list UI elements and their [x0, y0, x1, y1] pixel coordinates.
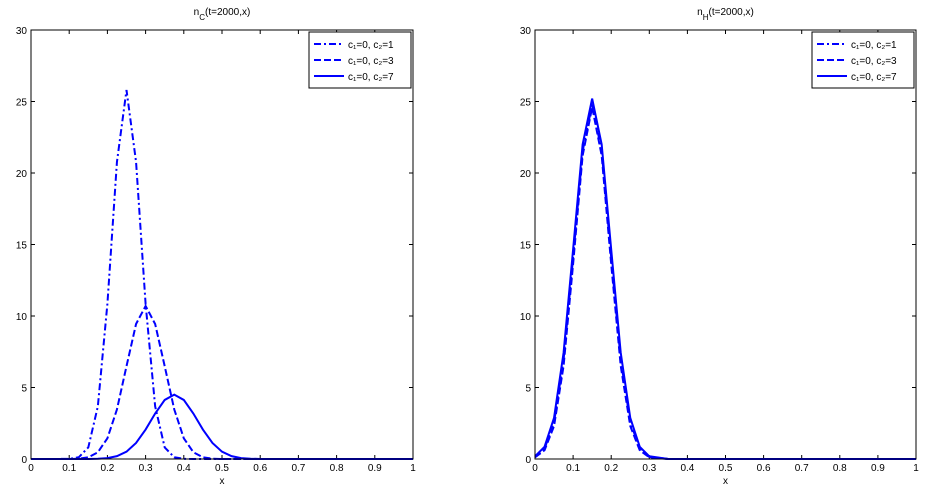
x-tick-label: 1 — [410, 463, 416, 474]
x-tick-label: 0.6 — [757, 463, 771, 474]
y-tick-label: 15 — [16, 241, 28, 252]
title-part: (t=2000,x) — [709, 7, 754, 18]
y-tick-label: 5 — [21, 384, 27, 395]
legend-label: c₁=0, c₂=7 — [348, 72, 394, 83]
x-tick-label: 0.7 — [291, 463, 305, 474]
y-tick-label: 10 — [16, 312, 28, 323]
legend: c₁=0, c₂=1 c₁=0, c₂=3 c₁=0, c₂=7 — [811, 31, 915, 89]
plot-area — [31, 30, 413, 459]
x-tick-label: 0.3 — [642, 463, 656, 474]
legend-label: c₁=0, c₂=1 — [348, 40, 394, 51]
x-tick-label: 0.1 — [566, 463, 580, 474]
x-tick-label: 1 — [913, 463, 919, 474]
x-tick-label: 0.2 — [604, 463, 618, 474]
y-tick-label: 5 — [525, 384, 531, 395]
plot-area — [535, 30, 916, 459]
title-part: n — [697, 7, 703, 18]
chart-title: nH(t=2000,x) — [697, 7, 754, 22]
legend-label: c₁=0, c₂=3 — [851, 56, 897, 67]
x-tick-label: 0.6 — [253, 463, 267, 474]
y-tick-label: 30 — [16, 26, 28, 37]
x-axis-label: x — [220, 476, 225, 487]
x-tick-label: 0.1 — [62, 463, 76, 474]
x-axis-label: x — [723, 476, 728, 487]
x-tick-label: 0.8 — [833, 463, 847, 474]
x-tick-label: 0.3 — [139, 463, 153, 474]
y-tick-label: 20 — [520, 169, 532, 180]
legend-label: c₁=0, c₂=3 — [348, 56, 394, 67]
y-tick-label: 25 — [16, 98, 28, 109]
axes-box — [30, 29, 414, 460]
x-tick-label: 0 — [28, 463, 34, 474]
x-tick-label: 0.7 — [795, 463, 809, 474]
x-tick-label: 0.9 — [871, 463, 885, 474]
y-tick-label: 10 — [520, 312, 532, 323]
x-tick-label: 0.9 — [368, 463, 382, 474]
y-tick-label: 0 — [21, 455, 27, 466]
title-part: C — [199, 13, 205, 22]
x-tick-label: 0.5 — [719, 463, 733, 474]
legend-label: c₁=0, c₂=7 — [851, 72, 897, 83]
y-tick-label: 0 — [525, 455, 531, 466]
y-tick-label: 15 — [520, 241, 532, 252]
legend-label: c₁=0, c₂=1 — [851, 40, 897, 51]
data-line — [31, 89, 413, 460]
x-tick-label: 0.8 — [330, 463, 344, 474]
x-tick-label: 0.4 — [177, 463, 191, 474]
x-tick-label: 0 — [532, 463, 538, 474]
plot: nC(t=2000,x) x 0 0.1 0.2 0.3 0.4 0.5 0.6 0.7 0.8 0.… — [16, 7, 416, 487]
title-part: H — [703, 13, 709, 22]
axes-box — [534, 29, 917, 460]
x-tick-label: 0.2 — [100, 463, 114, 474]
y-tick-label: 20 — [16, 169, 28, 180]
y-tick-label: 25 — [520, 98, 532, 109]
x-tick-label: 0.5 — [215, 463, 229, 474]
data-line — [534, 107, 916, 460]
title-part: n — [194, 7, 200, 18]
y-tick-label: 30 — [520, 26, 532, 37]
plot: nH(t=2000,x) x 0 0.1 0.2 0.3 0.4 0.5 0.6 0.7 0.8 0.… — [520, 7, 919, 487]
chart-title: nC(t=2000,x) — [194, 7, 251, 22]
title-part: (t=2000,x) — [205, 7, 250, 18]
x-tick-label: 0.4 — [680, 463, 694, 474]
legend: c₁=0, c₂=1 c₁=0, c₂=3 c₁=0, c₂=7 — [308, 31, 412, 89]
